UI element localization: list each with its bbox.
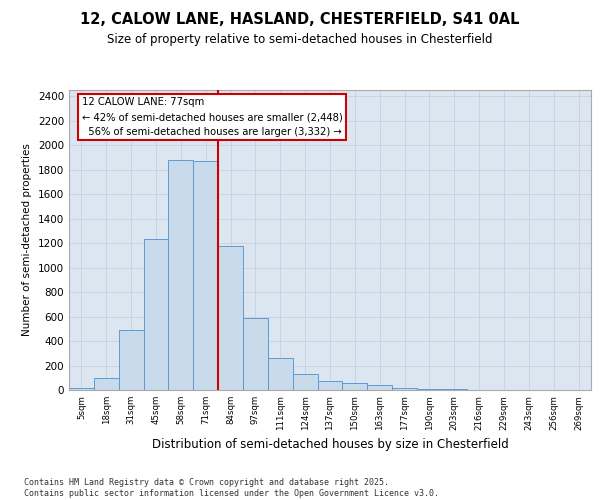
Bar xyxy=(268,358,293,390)
Bar xyxy=(94,378,119,390)
Bar xyxy=(169,160,193,390)
Bar xyxy=(293,374,317,390)
Bar xyxy=(193,161,218,390)
Bar xyxy=(367,385,392,390)
Bar xyxy=(243,318,268,390)
Text: 12 CALOW LANE: 77sqm
← 42% of semi-detached houses are smaller (2,448)
  56% of : 12 CALOW LANE: 77sqm ← 42% of semi-detac… xyxy=(82,98,343,137)
Bar xyxy=(343,382,367,390)
Bar xyxy=(119,330,143,390)
Bar xyxy=(417,389,442,390)
Bar xyxy=(317,382,343,390)
Bar xyxy=(218,246,243,390)
Bar xyxy=(392,388,417,390)
Bar xyxy=(69,388,94,390)
X-axis label: Distribution of semi-detached houses by size in Chesterfield: Distribution of semi-detached houses by … xyxy=(152,438,508,451)
Text: Contains HM Land Registry data © Crown copyright and database right 2025.
Contai: Contains HM Land Registry data © Crown c… xyxy=(24,478,439,498)
Text: 12, CALOW LANE, HASLAND, CHESTERFIELD, S41 0AL: 12, CALOW LANE, HASLAND, CHESTERFIELD, S… xyxy=(80,12,520,28)
Y-axis label: Number of semi-detached properties: Number of semi-detached properties xyxy=(22,144,32,336)
Text: Size of property relative to semi-detached houses in Chesterfield: Size of property relative to semi-detach… xyxy=(107,32,493,46)
Bar xyxy=(143,240,169,390)
